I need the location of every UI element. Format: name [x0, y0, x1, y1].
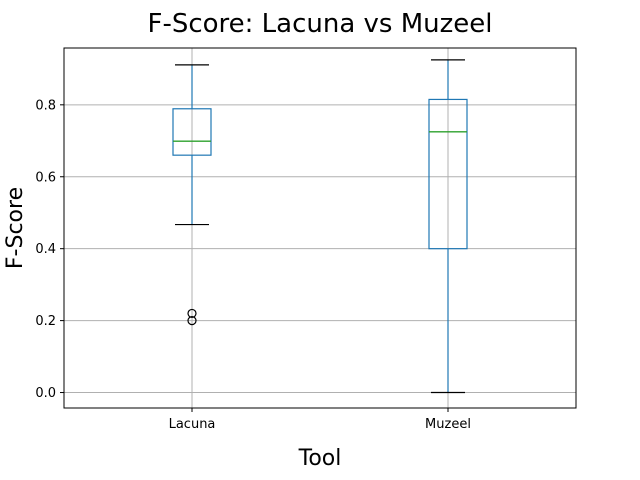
x-axis-label: Tool — [298, 446, 342, 471]
outlier-point — [187, 308, 197, 319]
chart-title: F-Score: Lacuna vs Muzeel — [147, 9, 492, 39]
y-axis-label: F-Score — [3, 187, 28, 269]
box-muzeel — [428, 98, 468, 250]
box-lacuna — [172, 108, 212, 156]
x-tick-label: Lacuna — [169, 417, 216, 432]
y-tick-label: 0.8 — [35, 98, 56, 113]
y-tick-label: 0.0 — [35, 386, 56, 401]
plot-frame — [63, 47, 577, 409]
y-tick-label: 0.4 — [35, 242, 56, 257]
plot-area: 0.0 0.2 0.4 0.6 0.8 Lacuna Muzeel — [35, 47, 577, 432]
y-tick-label: 0.2 — [35, 314, 56, 329]
x-tick-label: Muzeel — [425, 417, 471, 432]
outlier-point — [187, 316, 197, 326]
y-tick-label: 0.6 — [35, 170, 56, 185]
